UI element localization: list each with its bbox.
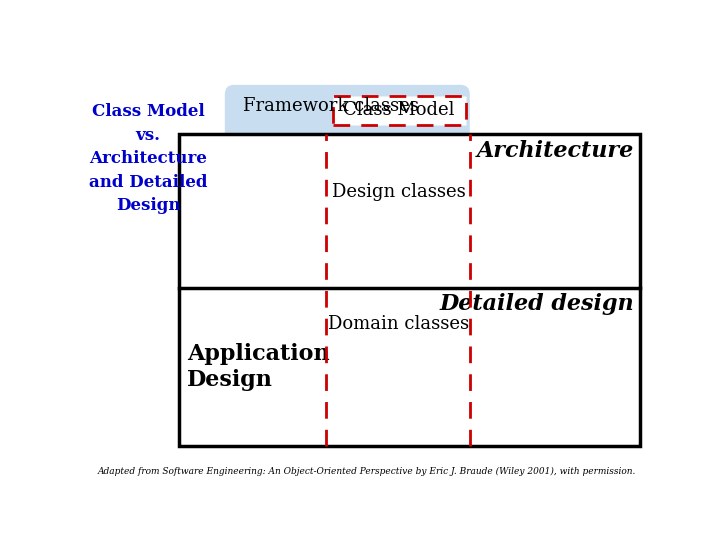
- Text: Domain classes: Domain classes: [328, 315, 469, 333]
- Text: Detailed design: Detailed design: [439, 293, 634, 315]
- FancyBboxPatch shape: [327, 306, 469, 436]
- FancyBboxPatch shape: [327, 174, 469, 284]
- Text: Adapted from Software Engineering: An Object-Oriented Perspective by Eric J. Bra: Adapted from Software Engineering: An Ob…: [98, 467, 636, 476]
- Text: Design classes: Design classes: [332, 184, 465, 201]
- Text: Class Model
vs.
Architecture
and Detailed
Design: Class Model vs. Architecture and Detaile…: [89, 103, 207, 214]
- Text: Architecture: Architecture: [477, 140, 634, 162]
- Bar: [179, 134, 640, 446]
- Text: Application
Design: Application Design: [187, 343, 330, 391]
- FancyBboxPatch shape: [225, 85, 469, 218]
- Text: Class Model: Class Model: [343, 101, 455, 119]
- Text: Framework classes: Framework classes: [243, 97, 419, 115]
- FancyBboxPatch shape: [333, 96, 466, 125]
